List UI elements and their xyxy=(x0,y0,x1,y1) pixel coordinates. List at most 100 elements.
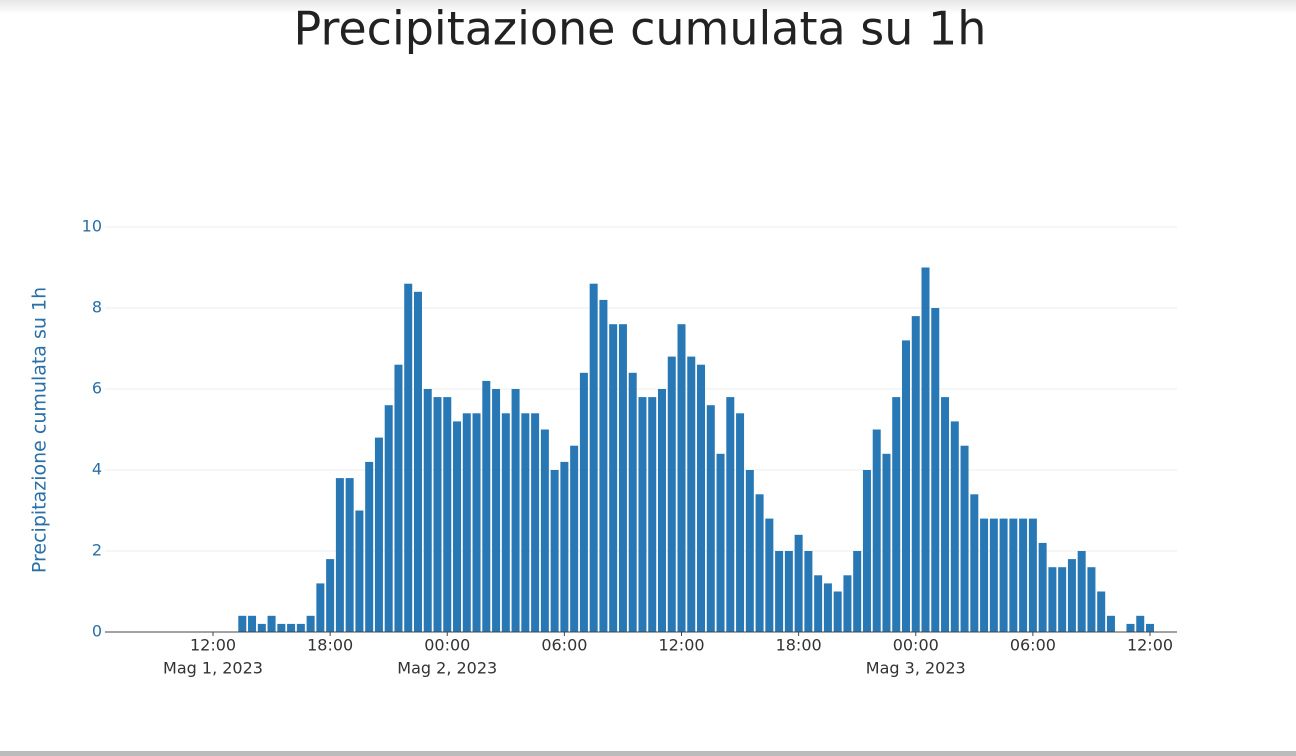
x-tick-label: 18:00 xyxy=(307,636,353,655)
bar xyxy=(823,583,832,632)
y-tick-label: 0 xyxy=(92,622,102,641)
bar xyxy=(726,397,735,632)
bar xyxy=(413,291,422,632)
bar xyxy=(374,437,383,632)
chart-title: Precipitazione cumulata su 1h xyxy=(294,2,987,56)
bar xyxy=(677,324,686,632)
bar xyxy=(492,389,501,632)
bar xyxy=(1048,567,1057,632)
x-date-label: Mag 2, 2023 xyxy=(397,659,497,678)
bar xyxy=(1097,591,1106,632)
bar xyxy=(589,283,598,632)
bar xyxy=(365,461,374,632)
bar xyxy=(462,413,471,632)
bar xyxy=(892,397,901,632)
bar xyxy=(511,389,520,632)
x-tick-label: 12:00 xyxy=(190,636,236,655)
bar xyxy=(882,453,891,632)
x-tick-label: 12:00 xyxy=(658,636,704,655)
bar xyxy=(287,623,296,632)
bottom-bar xyxy=(0,751,1296,756)
bar xyxy=(1087,567,1096,632)
bar xyxy=(472,413,481,632)
bar xyxy=(1126,623,1135,632)
bar xyxy=(316,583,325,632)
bar xyxy=(345,478,354,632)
bar xyxy=(482,380,491,632)
bar xyxy=(355,510,364,632)
x-date-label: Mag 1, 2023 xyxy=(163,659,263,678)
bar xyxy=(657,389,666,632)
bar xyxy=(872,429,881,632)
bar xyxy=(1067,559,1076,632)
bar xyxy=(570,445,579,632)
bar xyxy=(628,372,637,632)
bar xyxy=(745,470,754,632)
x-tick-label: 12:00 xyxy=(1127,636,1173,655)
bar xyxy=(970,494,979,632)
bar xyxy=(706,405,715,632)
bar xyxy=(326,559,335,632)
x-tick-label: 06:00 xyxy=(1010,636,1056,655)
bar xyxy=(550,470,559,632)
bar xyxy=(248,615,257,632)
bar xyxy=(716,453,725,632)
bar xyxy=(921,267,930,632)
bar xyxy=(1038,542,1047,632)
y-axis-title: Precipitazione cumulata su 1h xyxy=(29,287,51,573)
bar xyxy=(384,405,393,632)
bar xyxy=(950,421,959,632)
bar xyxy=(501,413,510,632)
bar xyxy=(1019,518,1028,632)
bar xyxy=(404,283,413,632)
bar xyxy=(687,356,696,632)
bar xyxy=(394,364,403,632)
bar xyxy=(433,397,442,632)
bar xyxy=(1077,551,1086,632)
bar xyxy=(911,316,920,632)
x-tick-label: 00:00 xyxy=(424,636,470,655)
bar xyxy=(853,551,862,632)
x-tick-label: 18:00 xyxy=(776,636,822,655)
bar xyxy=(804,551,813,632)
bar xyxy=(1058,567,1067,632)
bar xyxy=(814,575,823,632)
bar xyxy=(697,364,706,632)
bar xyxy=(599,299,608,632)
y-tick-label: 6 xyxy=(92,379,102,398)
bar xyxy=(980,518,989,632)
bar xyxy=(1009,518,1018,632)
bar xyxy=(999,518,1008,632)
bar xyxy=(784,551,793,632)
bar xyxy=(1028,518,1037,632)
y-tick-label: 2 xyxy=(92,541,102,560)
bar xyxy=(306,615,315,632)
bar xyxy=(794,534,803,632)
bar xyxy=(618,324,627,632)
bar xyxy=(833,591,842,632)
bar xyxy=(521,413,530,632)
bar xyxy=(989,518,998,632)
bar xyxy=(1145,623,1154,632)
bar xyxy=(443,397,452,632)
bar xyxy=(931,308,940,632)
bar xyxy=(1136,615,1145,632)
top-shade xyxy=(0,0,1296,14)
bar xyxy=(901,340,910,632)
x-tick-label: 00:00 xyxy=(893,636,939,655)
bar xyxy=(238,615,247,632)
bar xyxy=(1106,615,1115,632)
x-tick-label: 06:00 xyxy=(541,636,587,655)
bar xyxy=(941,397,950,632)
y-tick-label: 4 xyxy=(92,460,102,479)
bar xyxy=(267,615,276,632)
bar xyxy=(775,551,784,632)
bar xyxy=(277,623,286,632)
bar xyxy=(736,413,745,632)
bar xyxy=(638,397,647,632)
bar xyxy=(540,429,549,632)
bar xyxy=(667,356,676,632)
bar xyxy=(296,623,305,632)
bar xyxy=(862,470,871,632)
